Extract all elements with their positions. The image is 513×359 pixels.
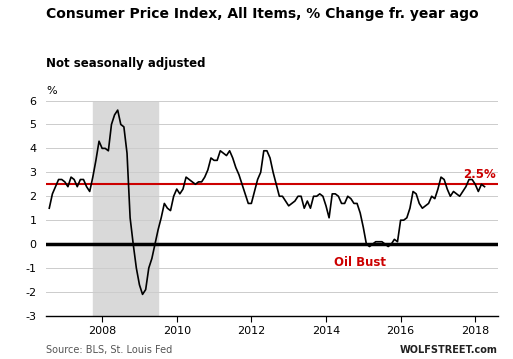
Bar — [93, 101, 158, 316]
Text: Source: BLS, St. Louis Fed: Source: BLS, St. Louis Fed — [46, 345, 172, 355]
Text: Consumer Price Index, All Items, % Change fr. year ago: Consumer Price Index, All Items, % Chang… — [46, 7, 479, 21]
Text: Not seasonally adjusted: Not seasonally adjusted — [46, 57, 206, 70]
Text: %: % — [46, 86, 57, 96]
Text: WOLFSTREET.com: WOLFSTREET.com — [400, 345, 498, 355]
Text: 2.5%: 2.5% — [463, 168, 496, 181]
Text: Oil Bust: Oil Bust — [333, 256, 386, 269]
